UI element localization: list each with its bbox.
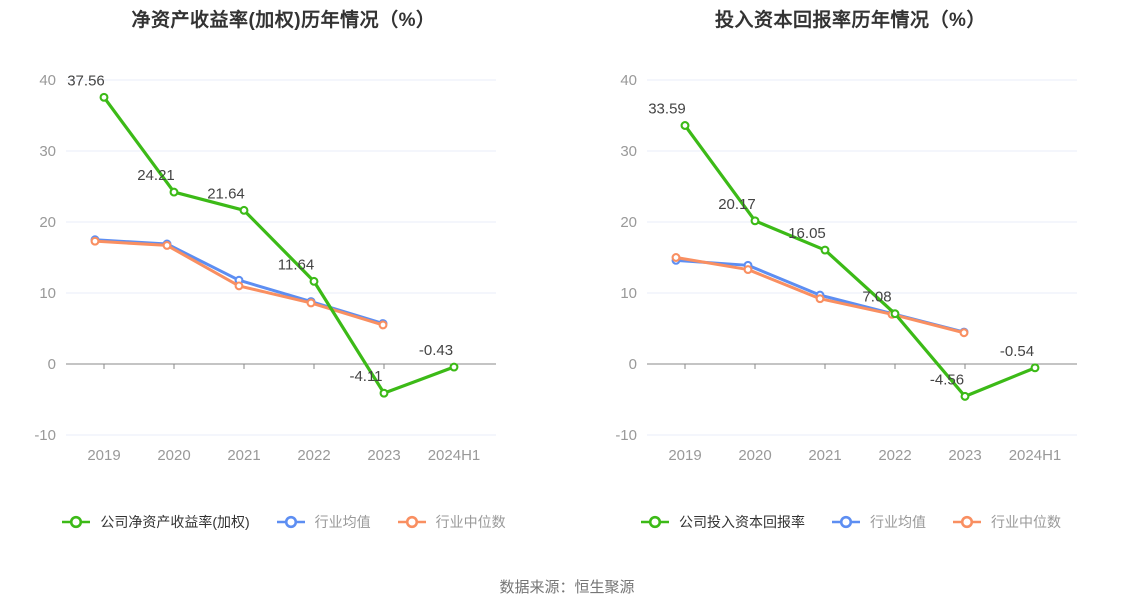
- data-point-marker: [680, 121, 690, 130]
- x-axis-tick-label: 2021: [808, 447, 841, 464]
- roe-chart-plot: 40 30 20 10 0 -10 2019 2020 2021 2022 2023 2024H1 37…: [34, 72, 496, 464]
- data-point-marker: [449, 362, 459, 372]
- data-point-marker: [90, 236, 100, 246]
- y-axis-tick-label: 20: [39, 214, 56, 231]
- industry-avg-legend-marker-icon: [831, 515, 861, 529]
- data-point-marker: [99, 92, 109, 102]
- legend-item-industry-median[interactable]: 行业中位数: [952, 512, 1061, 532]
- data-point-marker: [234, 281, 244, 291]
- series-line-company: [102, 95, 456, 395]
- x-axis-tick-label: 2022: [878, 447, 911, 464]
- roe-chart-title: 净资产收益率(加权)历年情况（%）: [131, 10, 436, 31]
- legend-item-company-roe[interactable]: 公司净资产收益率(加权): [61, 512, 250, 532]
- y-axis-tick-label: 30: [39, 143, 56, 160]
- data-point-label: 20.17: [718, 196, 756, 213]
- roic-chart-legend: 公司投入资本回报率 行业均值 行业中位数: [567, 512, 1134, 532]
- data-point-label: 24.21: [137, 167, 175, 184]
- data-point-marker: [750, 216, 760, 226]
- legend-item-industry-avg[interactable]: 行业均值: [831, 512, 926, 532]
- roe-chart-section: 净资产收益率(加权)历年情况（%） 40 30 20 10 0 -10 2019 2020 20…: [0, 0, 567, 532]
- x-axis-tick-label: 2023: [948, 447, 981, 464]
- data-point-marker: [309, 276, 319, 286]
- company-roe-legend-marker-icon: [61, 515, 91, 529]
- data-point-marker: [743, 265, 753, 275]
- roic-chart-plot: 40 30 20 10 0 -10 2019 2020 2021 2022 2023 2024H1 33…: [615, 72, 1077, 464]
- data-point-label: -4.11: [349, 368, 382, 385]
- x-axis-tick-label: 2020: [738, 447, 771, 464]
- x-axis-tick-label: 2020: [157, 447, 190, 464]
- legend-label: 行业中位数: [435, 514, 506, 530]
- y-axis-tick-label: 40: [620, 72, 637, 89]
- legend-label: 行业中位数: [991, 514, 1061, 530]
- company-roic-legend-marker-icon: [640, 515, 670, 529]
- data-point-label: 21.64: [207, 185, 245, 202]
- data-source-note: 数据来源：恒生聚源: [499, 579, 635, 596]
- roe-chart-legend: 公司净资产收益率(加权) 行业均值 行业中位数: [0, 512, 567, 532]
- y-axis-tick-label: 0: [629, 356, 637, 373]
- y-axis-tick-label: -10: [34, 427, 56, 444]
- data-point-marker: [671, 253, 681, 262]
- legend-label: 公司净资产收益率(加权): [100, 514, 250, 530]
- x-axis-tick-label: 2022: [297, 447, 330, 464]
- data-point-marker: [815, 294, 825, 304]
- data-point-label: 37.56: [67, 72, 105, 89]
- data-point-label: 16.05: [788, 225, 826, 242]
- data-point-marker: [162, 240, 172, 250]
- y-axis-tick-label: 40: [39, 72, 56, 89]
- data-point-label: 7.08: [862, 289, 891, 306]
- data-point-label: -4.56: [930, 371, 964, 388]
- y-axis-tick-label: 20: [620, 214, 637, 231]
- data-point-label: 11.64: [278, 256, 314, 273]
- y-axis-tick-label: 30: [620, 143, 637, 160]
- charts-row: 净资产收益率(加权)历年情况（%） 40 30 20 10 0 -10 2019 2020 20…: [0, 0, 1134, 532]
- roic-chart-section: 投入资本回报率历年情况（%） 40 30 20 10 0 -10 2019 2020 2021 2…: [567, 0, 1134, 532]
- legend-item-industry-median[interactable]: 行业中位数: [397, 512, 506, 532]
- data-point-label: 33.59: [648, 101, 686, 118]
- x-axis-tick-label: 2024H1: [1009, 447, 1062, 464]
- legend-item-industry-avg[interactable]: 行业均值: [276, 512, 371, 532]
- legend-label: 行业均值: [314, 514, 371, 530]
- data-point-marker: [378, 320, 388, 330]
- data-point-marker: [1030, 363, 1040, 373]
- legend-item-company-roic[interactable]: 公司投入资本回报率: [640, 512, 805, 532]
- data-point-marker: [959, 328, 969, 338]
- data-point-marker: [960, 391, 970, 401]
- x-axis-tick-label: 2021: [227, 447, 260, 464]
- data-point-label: -0.43: [419, 342, 453, 359]
- industry-median-legend-marker-icon: [397, 515, 427, 529]
- data-point-marker: [306, 298, 316, 308]
- data-point-marker: [820, 245, 830, 255]
- y-axis-tick-label: -10: [615, 427, 637, 444]
- data-point-marker: [379, 388, 389, 398]
- legend-label: 公司投入资本回报率: [679, 514, 805, 530]
- industry-median-legend-marker-icon: [952, 515, 982, 529]
- industry-avg-legend-marker-icon: [276, 515, 306, 529]
- y-axis-tick-label: 10: [620, 285, 637, 302]
- x-axis-tick-label: 2019: [668, 447, 701, 464]
- x-axis-tick-label: 2019: [87, 447, 120, 464]
- data-point-marker: [239, 205, 249, 215]
- legend-label: 行业均值: [870, 514, 926, 530]
- y-axis-tick-label: 0: [48, 356, 56, 373]
- data-point-marker: [169, 187, 179, 197]
- roic-chart-title: 投入资本回报率历年情况（%）: [715, 10, 986, 31]
- y-axis-tick-label: 10: [39, 285, 56, 302]
- data-point-marker: [890, 309, 900, 319]
- data-point-label: -0.54: [1000, 343, 1034, 360]
- x-axis-tick-label: 2024H1: [428, 447, 481, 464]
- series-line-company: [683, 123, 1037, 398]
- x-axis-tick-label: 2023: [367, 447, 400, 464]
